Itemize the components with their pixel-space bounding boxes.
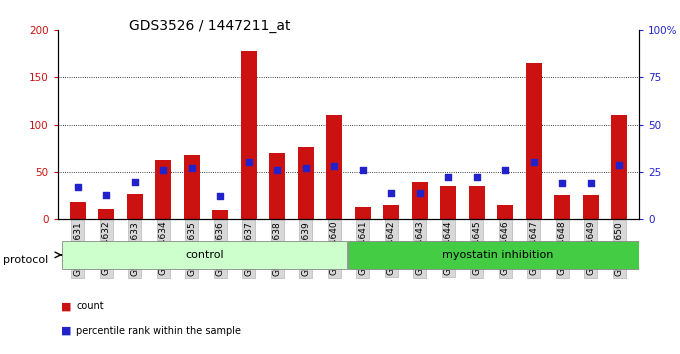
Point xyxy=(557,180,568,185)
Bar xyxy=(70,202,86,219)
Text: ■: ■ xyxy=(61,326,71,336)
Bar xyxy=(156,160,171,219)
Bar xyxy=(326,115,342,219)
Point xyxy=(471,174,482,180)
Point xyxy=(215,193,226,199)
Point xyxy=(386,190,396,196)
Text: percentile rank within the sample: percentile rank within the sample xyxy=(76,326,241,336)
Text: protocol: protocol xyxy=(3,255,49,265)
Bar xyxy=(62,241,347,269)
Point xyxy=(158,167,169,173)
Point xyxy=(272,167,283,173)
Point xyxy=(528,159,539,165)
Bar xyxy=(347,241,648,269)
Point xyxy=(72,184,83,190)
Text: ■: ■ xyxy=(61,301,71,311)
Bar xyxy=(241,51,256,219)
Bar xyxy=(554,195,570,219)
Bar xyxy=(497,205,513,219)
Point xyxy=(301,166,311,171)
Point xyxy=(585,180,596,185)
Text: control: control xyxy=(185,250,224,260)
Bar xyxy=(441,186,456,219)
Bar xyxy=(583,195,598,219)
Bar xyxy=(269,153,285,219)
Bar xyxy=(99,209,114,219)
Bar xyxy=(212,210,228,219)
Bar xyxy=(412,182,428,219)
Point xyxy=(414,190,425,196)
Bar xyxy=(355,207,371,219)
Point xyxy=(243,159,254,165)
Bar xyxy=(611,115,627,219)
Bar xyxy=(384,205,399,219)
Text: count: count xyxy=(76,301,104,311)
Point xyxy=(186,166,197,171)
Text: myostatin inhibition: myostatin inhibition xyxy=(442,250,554,260)
Point xyxy=(614,162,625,167)
Bar xyxy=(298,147,313,219)
Point xyxy=(357,167,368,173)
Bar xyxy=(184,155,200,219)
Point xyxy=(443,174,454,180)
Point xyxy=(329,163,340,169)
Bar xyxy=(469,186,485,219)
Point xyxy=(101,192,112,198)
Point xyxy=(500,167,511,173)
Bar xyxy=(526,63,541,219)
Point xyxy=(129,179,140,184)
Bar xyxy=(127,194,143,219)
Text: GDS3526 / 1447211_at: GDS3526 / 1447211_at xyxy=(129,19,291,34)
